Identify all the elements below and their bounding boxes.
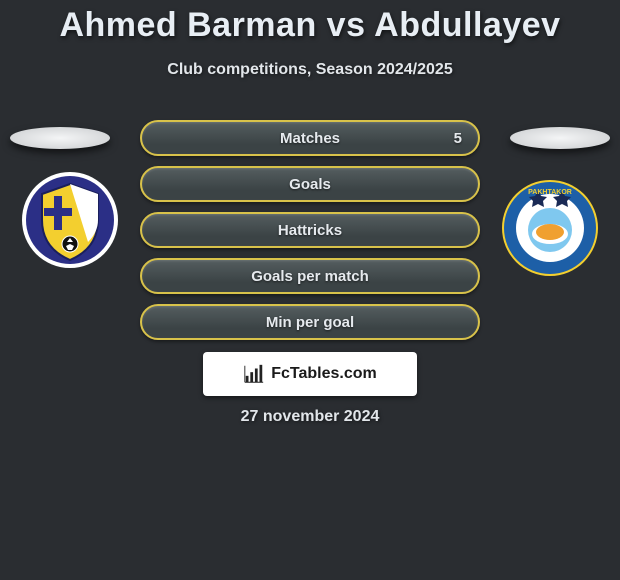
right-platform-ellipse (510, 127, 610, 149)
stat-row-goals: Goals (140, 166, 480, 202)
left-platform-ellipse (10, 127, 110, 149)
date-label: 27 november 2024 (0, 408, 620, 426)
right-team-crest: PAKHTAKOR (500, 178, 600, 278)
brand-label: FcTables.com (271, 365, 377, 383)
club-badge-icon: PAKHTAKOR (500, 178, 600, 278)
stat-row-hattricks: Hattricks (140, 212, 480, 248)
stat-label: Hattricks (142, 222, 478, 239)
shield-icon (20, 170, 120, 270)
bar-chart-icon (243, 363, 265, 385)
page-title: Ahmed Barman vs Abdullayev (0, 0, 620, 45)
svg-text:PAKHTAKOR: PAKHTAKOR (528, 189, 572, 196)
stat-label: Min per goal (142, 314, 478, 331)
stat-label: Goals per match (142, 268, 478, 285)
brand-link[interactable]: FcTables.com (203, 352, 417, 396)
stat-right-value: 5 (454, 130, 462, 147)
left-team-crest (20, 170, 120, 270)
page-subtitle: Club competitions, Season 2024/2025 (0, 61, 620, 79)
stat-label: Matches (142, 130, 478, 147)
stat-row-min-per-goal: Min per goal (140, 304, 480, 340)
stat-label: Goals (142, 176, 478, 193)
stat-row-matches: Matches 5 (140, 120, 480, 156)
stat-row-goals-per-match: Goals per match (140, 258, 480, 294)
